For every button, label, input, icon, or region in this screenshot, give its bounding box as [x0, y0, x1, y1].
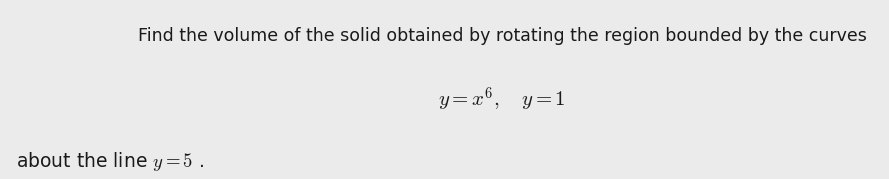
Text: about the line $y = 5$ .: about the line $y = 5$ . — [16, 150, 204, 173]
Text: Find the volume of the solid obtained by rotating the region bounded by the curv: Find the volume of the solid obtained by… — [138, 27, 867, 45]
Text: $y = x^6, \quad y = 1$: $y = x^6, \quad y = 1$ — [438, 86, 566, 114]
